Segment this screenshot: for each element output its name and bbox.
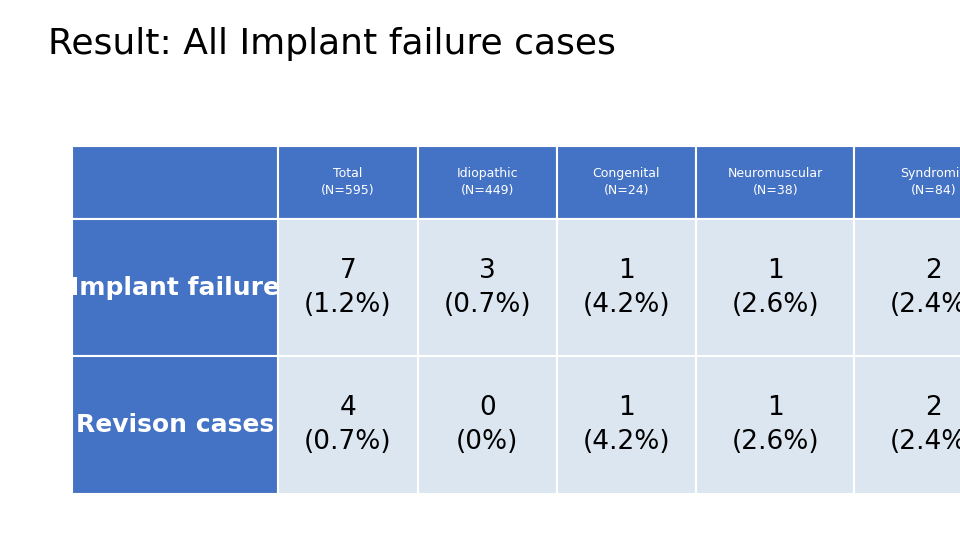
Bar [854,146,960,219]
Bar [418,146,557,219]
Text: Neuromuscular
(N=38): Neuromuscular (N=38) [728,167,823,197]
Text: 2
(2.4%): 2 (2.4%) [890,395,960,455]
Text: Implant failure: Implant failure [70,275,280,300]
Bar [72,219,278,356]
Bar [72,356,278,494]
Bar [418,356,557,494]
Bar [278,356,418,494]
Text: 1
(4.2%): 1 (4.2%) [583,395,670,455]
Bar [696,356,854,494]
Text: Total
(N=595): Total (N=595) [322,167,374,197]
Text: Result: All Implant failure cases: Result: All Implant failure cases [48,27,616,61]
Bar [854,356,960,494]
Text: 2
(2.4%): 2 (2.4%) [890,258,960,318]
Text: 1
(2.6%): 1 (2.6%) [732,395,819,455]
Bar [418,219,557,356]
Text: Congenital
(N=24): Congenital (N=24) [592,167,660,197]
Text: 0
(0%): 0 (0%) [456,395,518,455]
Text: 1
(2.6%): 1 (2.6%) [732,258,819,318]
Text: 3
(0.7%): 3 (0.7%) [444,258,531,318]
Bar [557,356,696,494]
Text: Idiopathic
(N=449): Idiopathic (N=449) [456,167,518,197]
Text: 7
(1.2%): 7 (1.2%) [304,258,392,318]
Bar [696,219,854,356]
Text: Syndromic
(N=84): Syndromic (N=84) [900,167,960,197]
Bar [72,146,278,219]
Text: 4
(0.7%): 4 (0.7%) [304,395,392,455]
Bar [557,219,696,356]
Bar [696,146,854,219]
Bar [278,219,418,356]
Text: Revison cases: Revison cases [76,413,275,437]
Bar [557,146,696,219]
Text: 1
(4.2%): 1 (4.2%) [583,258,670,318]
Bar [854,219,960,356]
Bar [278,146,418,219]
